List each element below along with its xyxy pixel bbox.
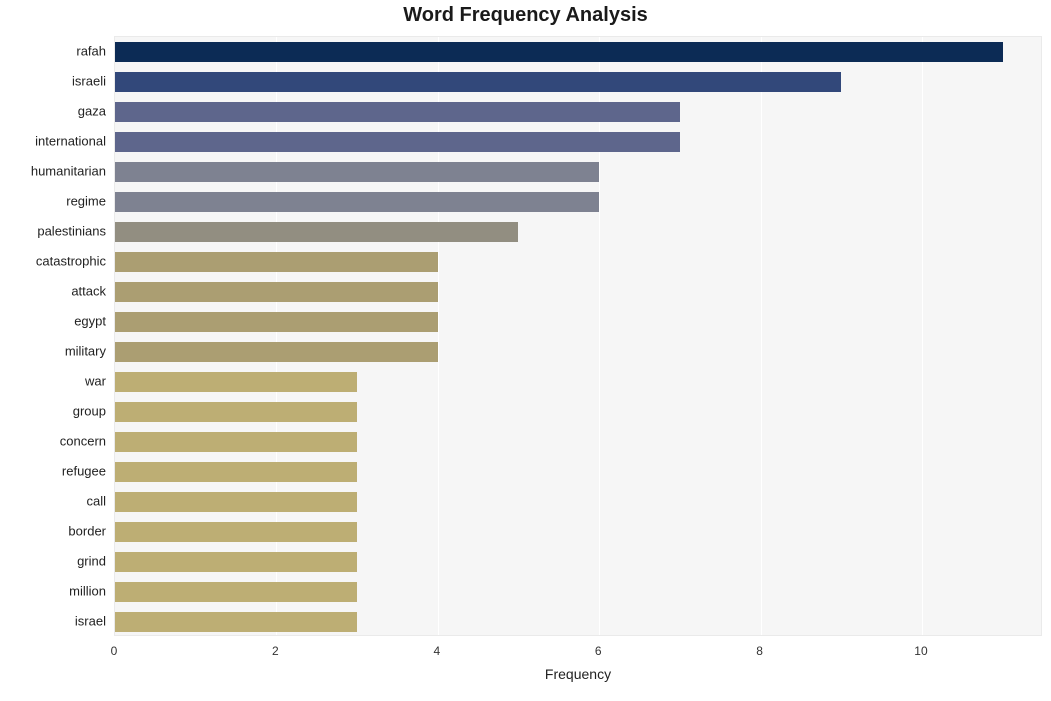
y-tick-label: call	[86, 494, 106, 509]
gridline	[599, 37, 600, 635]
y-tick-label: grind	[77, 554, 106, 569]
y-tick-label: concern	[60, 434, 106, 449]
y-tick-label: refugee	[62, 464, 106, 479]
y-tick-label: war	[85, 374, 106, 389]
gridline	[276, 37, 277, 635]
bar	[115, 72, 841, 92]
bar	[115, 42, 1003, 62]
bar	[115, 282, 438, 302]
gridline	[761, 37, 762, 635]
plot-area	[114, 36, 1042, 636]
x-tick-label: 6	[595, 644, 602, 658]
x-tick-label: 8	[756, 644, 763, 658]
gridline	[922, 37, 923, 635]
bar	[115, 402, 357, 422]
y-tick-label: palestinians	[37, 224, 106, 239]
bar	[115, 312, 438, 332]
bar	[115, 252, 438, 272]
y-tick-label: israeli	[72, 74, 106, 89]
bar	[115, 582, 357, 602]
bar	[115, 192, 599, 212]
y-tick-label: regime	[66, 194, 106, 209]
chart-container: Word Frequency Analysis rafah israeli gaza…	[0, 0, 1051, 701]
bar	[115, 552, 357, 572]
y-tick-label: million	[69, 584, 106, 599]
bar	[115, 222, 518, 242]
chart-title: Word Frequency Analysis	[0, 4, 1051, 27]
y-tick-label: egypt	[74, 314, 106, 329]
gridline	[438, 37, 439, 635]
y-tick-label: military	[65, 344, 106, 359]
bar	[115, 162, 599, 182]
y-tick-label: gaza	[78, 104, 106, 119]
y-tick-label: group	[73, 404, 106, 419]
y-tick-label: humanitarian	[31, 164, 106, 179]
bar	[115, 102, 680, 122]
x-tick-label: 2	[272, 644, 279, 658]
y-tick-label: international	[35, 134, 106, 149]
bar	[115, 432, 357, 452]
x-axis-title: Frequency	[545, 666, 611, 682]
bar	[115, 522, 357, 542]
x-tick-label: 4	[433, 644, 440, 658]
bar	[115, 372, 357, 392]
y-tick-label: border	[68, 524, 106, 539]
bar	[115, 612, 357, 632]
x-tick-label: 10	[914, 644, 927, 658]
bar	[115, 132, 680, 152]
bar	[115, 342, 438, 362]
bar	[115, 492, 357, 512]
y-tick-label: attack	[71, 284, 106, 299]
x-tick-label: 0	[111, 644, 118, 658]
bar	[115, 462, 357, 482]
y-tick-label: israel	[75, 614, 106, 629]
y-tick-label: rafah	[76, 44, 106, 59]
y-tick-label: catastrophic	[36, 254, 106, 269]
